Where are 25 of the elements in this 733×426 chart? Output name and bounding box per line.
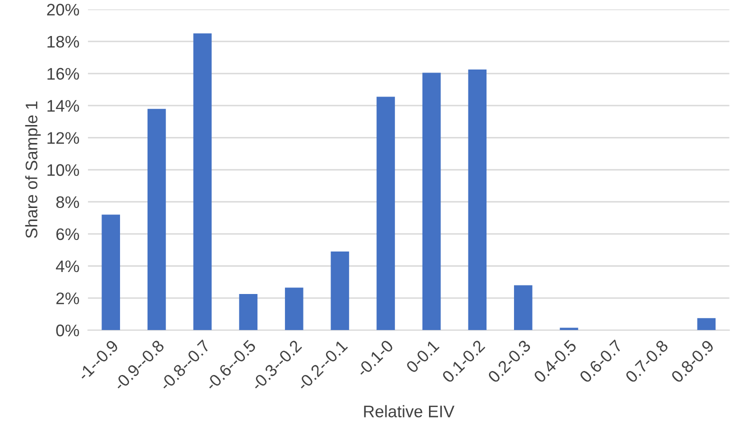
y-tick-label: 0% bbox=[56, 324, 80, 336]
bar bbox=[330, 252, 350, 330]
bar bbox=[422, 72, 441, 330]
bar bbox=[193, 33, 212, 330]
y-axis-title: Share of Sample 1 bbox=[25, 102, 41, 238]
y-tick-label: 16% bbox=[48, 68, 80, 80]
bar bbox=[697, 318, 716, 330]
x-axis-title: Relative EIV bbox=[364, 405, 454, 418]
y-tick-label: 2% bbox=[56, 292, 80, 304]
bar bbox=[148, 108, 166, 330]
bar bbox=[468, 70, 487, 330]
bar bbox=[239, 294, 258, 330]
y-tick-label: 14% bbox=[48, 100, 80, 112]
y-tick-label: 8% bbox=[56, 196, 80, 208]
y-tick-label: 10% bbox=[48, 164, 80, 176]
bar bbox=[514, 285, 532, 330]
bar bbox=[284, 288, 304, 330]
y-tick-label: 20% bbox=[47, 4, 80, 16]
y-tick-label: 12% bbox=[48, 132, 80, 144]
bar bbox=[102, 214, 120, 330]
y-tick-label: 4% bbox=[56, 260, 80, 272]
y-tick-label: 6% bbox=[56, 228, 80, 240]
bar bbox=[560, 328, 578, 330]
bar bbox=[376, 96, 395, 330]
y-tick-label: 18% bbox=[48, 36, 80, 48]
